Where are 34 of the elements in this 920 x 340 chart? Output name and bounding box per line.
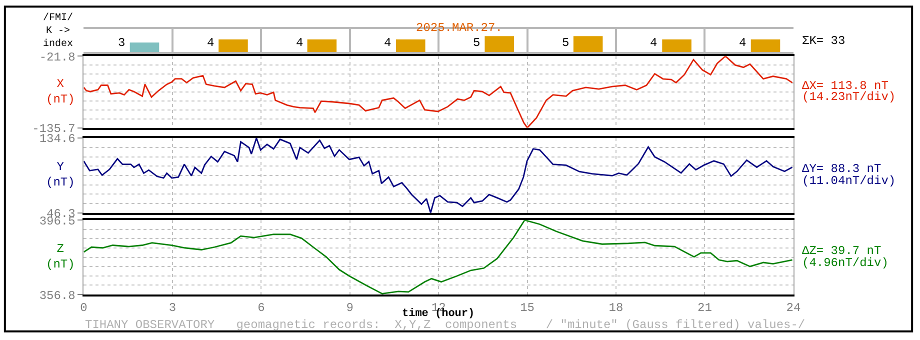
x-tick-label: 6 [258,300,265,315]
line-series [84,138,793,213]
data-label: 4 [296,36,304,50]
x-tick-label: 0 [80,300,88,315]
text: ΔZ= 39.7 nT [802,244,882,258]
data-label: 5 [473,36,480,50]
text: (11.04nT/div) [802,174,896,188]
data-label: 3 [118,36,126,50]
y-axis-title: Z (nT) [46,242,75,272]
text: TIHANY OBSERVATORY geomagnetic records: X,Y,Z components / "minute" (Gauss filtered) values-/ [85,318,806,332]
x-tick-label: 9 [346,300,354,315]
text: ΣK= 33 [802,34,846,48]
x-tick-label: 21 [698,300,712,315]
text: ΔY= 88.3 nT [802,162,882,176]
text: (4.96nT/div) [802,256,888,270]
y-axis-title: X (nT) [46,77,75,107]
y-tick-label: -21.8 [39,50,76,64]
data-label: 4 [207,36,214,50]
data-label: 4 [650,36,658,50]
data-label: 5 [562,36,570,50]
y-tick-label: 134.6 [39,132,76,146]
x-tick-label: 15 [520,300,535,315]
chart-title: 2025.MAR.27. [416,21,502,35]
y-axis-title: /FMI/ K -> index [43,12,74,50]
x-tick-label: 24 [786,300,801,315]
data-label: 4 [384,36,392,50]
x-tick-label: 3 [168,300,176,315]
line-series [84,56,793,128]
line-series [84,220,793,294]
y-tick-label: 356.8 [39,288,76,303]
data-label: 4 [739,36,746,50]
x-tick-label: 18 [608,300,624,315]
text: (14.23nT/div) [802,90,896,104]
y-axis-title: Y (nT) [46,160,75,190]
